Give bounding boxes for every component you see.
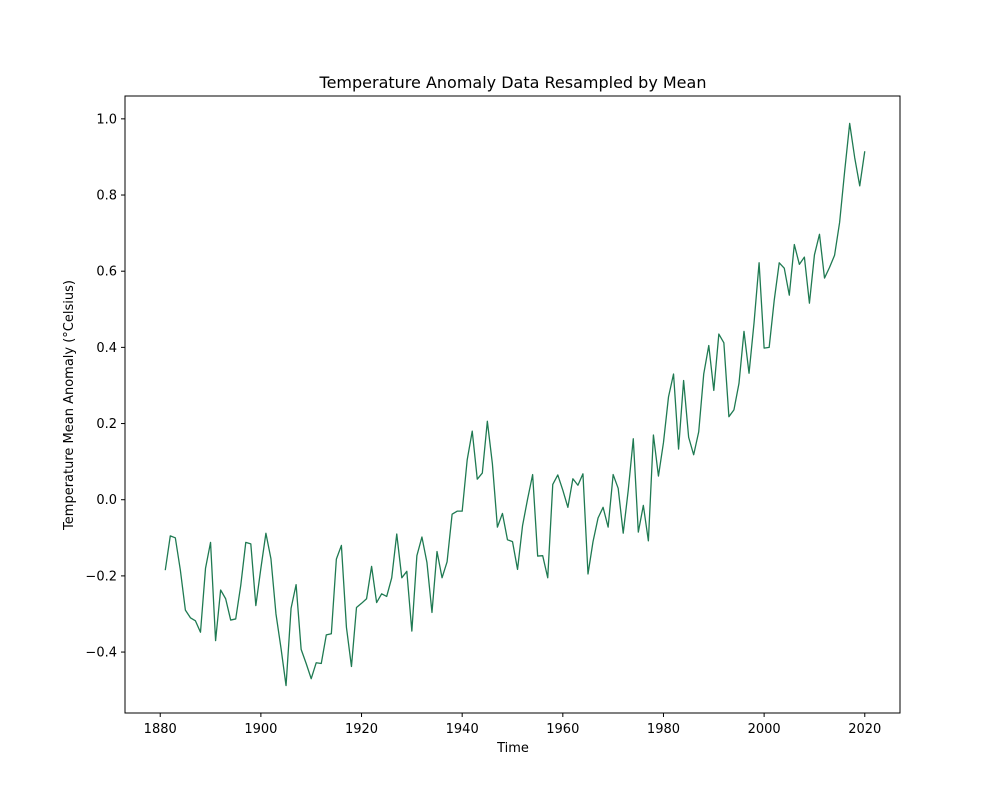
x-tick-label: 1880 [144, 722, 177, 737]
x-tick-label: 1980 [647, 722, 680, 737]
x-axis-label: Time [496, 741, 529, 756]
y-tick-label: 0.8 [96, 189, 117, 204]
x-tick-label: 1920 [345, 722, 378, 737]
x-tick-label: 2020 [848, 722, 881, 737]
y-tick-label: 0.2 [96, 417, 117, 432]
x-tick-label: 1940 [446, 722, 479, 737]
plot-frame [124, 95, 901, 714]
y-tick-label: 0.0 [96, 493, 117, 508]
x-tick-label: 1960 [546, 722, 579, 737]
x-tick-label: 1900 [244, 722, 277, 737]
y-tick-label: −0.4 [85, 646, 117, 661]
y-tick-label: 1.0 [96, 112, 117, 127]
y-tick-label: 0.6 [96, 265, 117, 280]
series-line-0 [164, 122, 866, 687]
y-tick-label: −0.2 [85, 569, 117, 584]
x-tick-label: 2000 [748, 722, 781, 737]
y-axis-label: Temperature Mean Anomaly (°Celsius) [62, 280, 77, 531]
chart-title: Temperature Anomaly Data Resampled by Me… [319, 73, 707, 92]
plot-area: 1880 1900 1920 1940 1960 1980 2000 2020 −0.4 −0.2… [85, 112, 881, 737]
y-tick-label: 0.4 [96, 341, 117, 356]
